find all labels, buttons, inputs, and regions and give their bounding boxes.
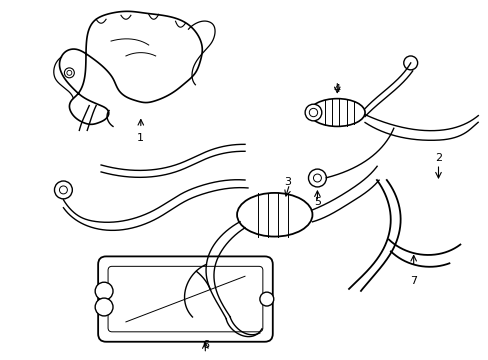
Circle shape <box>54 181 72 199</box>
Circle shape <box>308 169 325 187</box>
Text: 3: 3 <box>284 177 290 187</box>
Text: 6: 6 <box>202 340 208 350</box>
Circle shape <box>403 56 417 70</box>
Circle shape <box>259 292 273 306</box>
Circle shape <box>95 282 113 300</box>
Ellipse shape <box>309 99 365 126</box>
Text: 2: 2 <box>434 153 441 163</box>
Polygon shape <box>60 12 202 124</box>
Ellipse shape <box>237 193 312 237</box>
Text: 7: 7 <box>409 276 416 286</box>
Circle shape <box>95 298 113 316</box>
Circle shape <box>305 104 321 121</box>
FancyBboxPatch shape <box>98 256 272 342</box>
Text: 1: 1 <box>137 133 144 143</box>
Text: 4: 4 <box>333 84 340 94</box>
Text: 5: 5 <box>313 197 320 207</box>
